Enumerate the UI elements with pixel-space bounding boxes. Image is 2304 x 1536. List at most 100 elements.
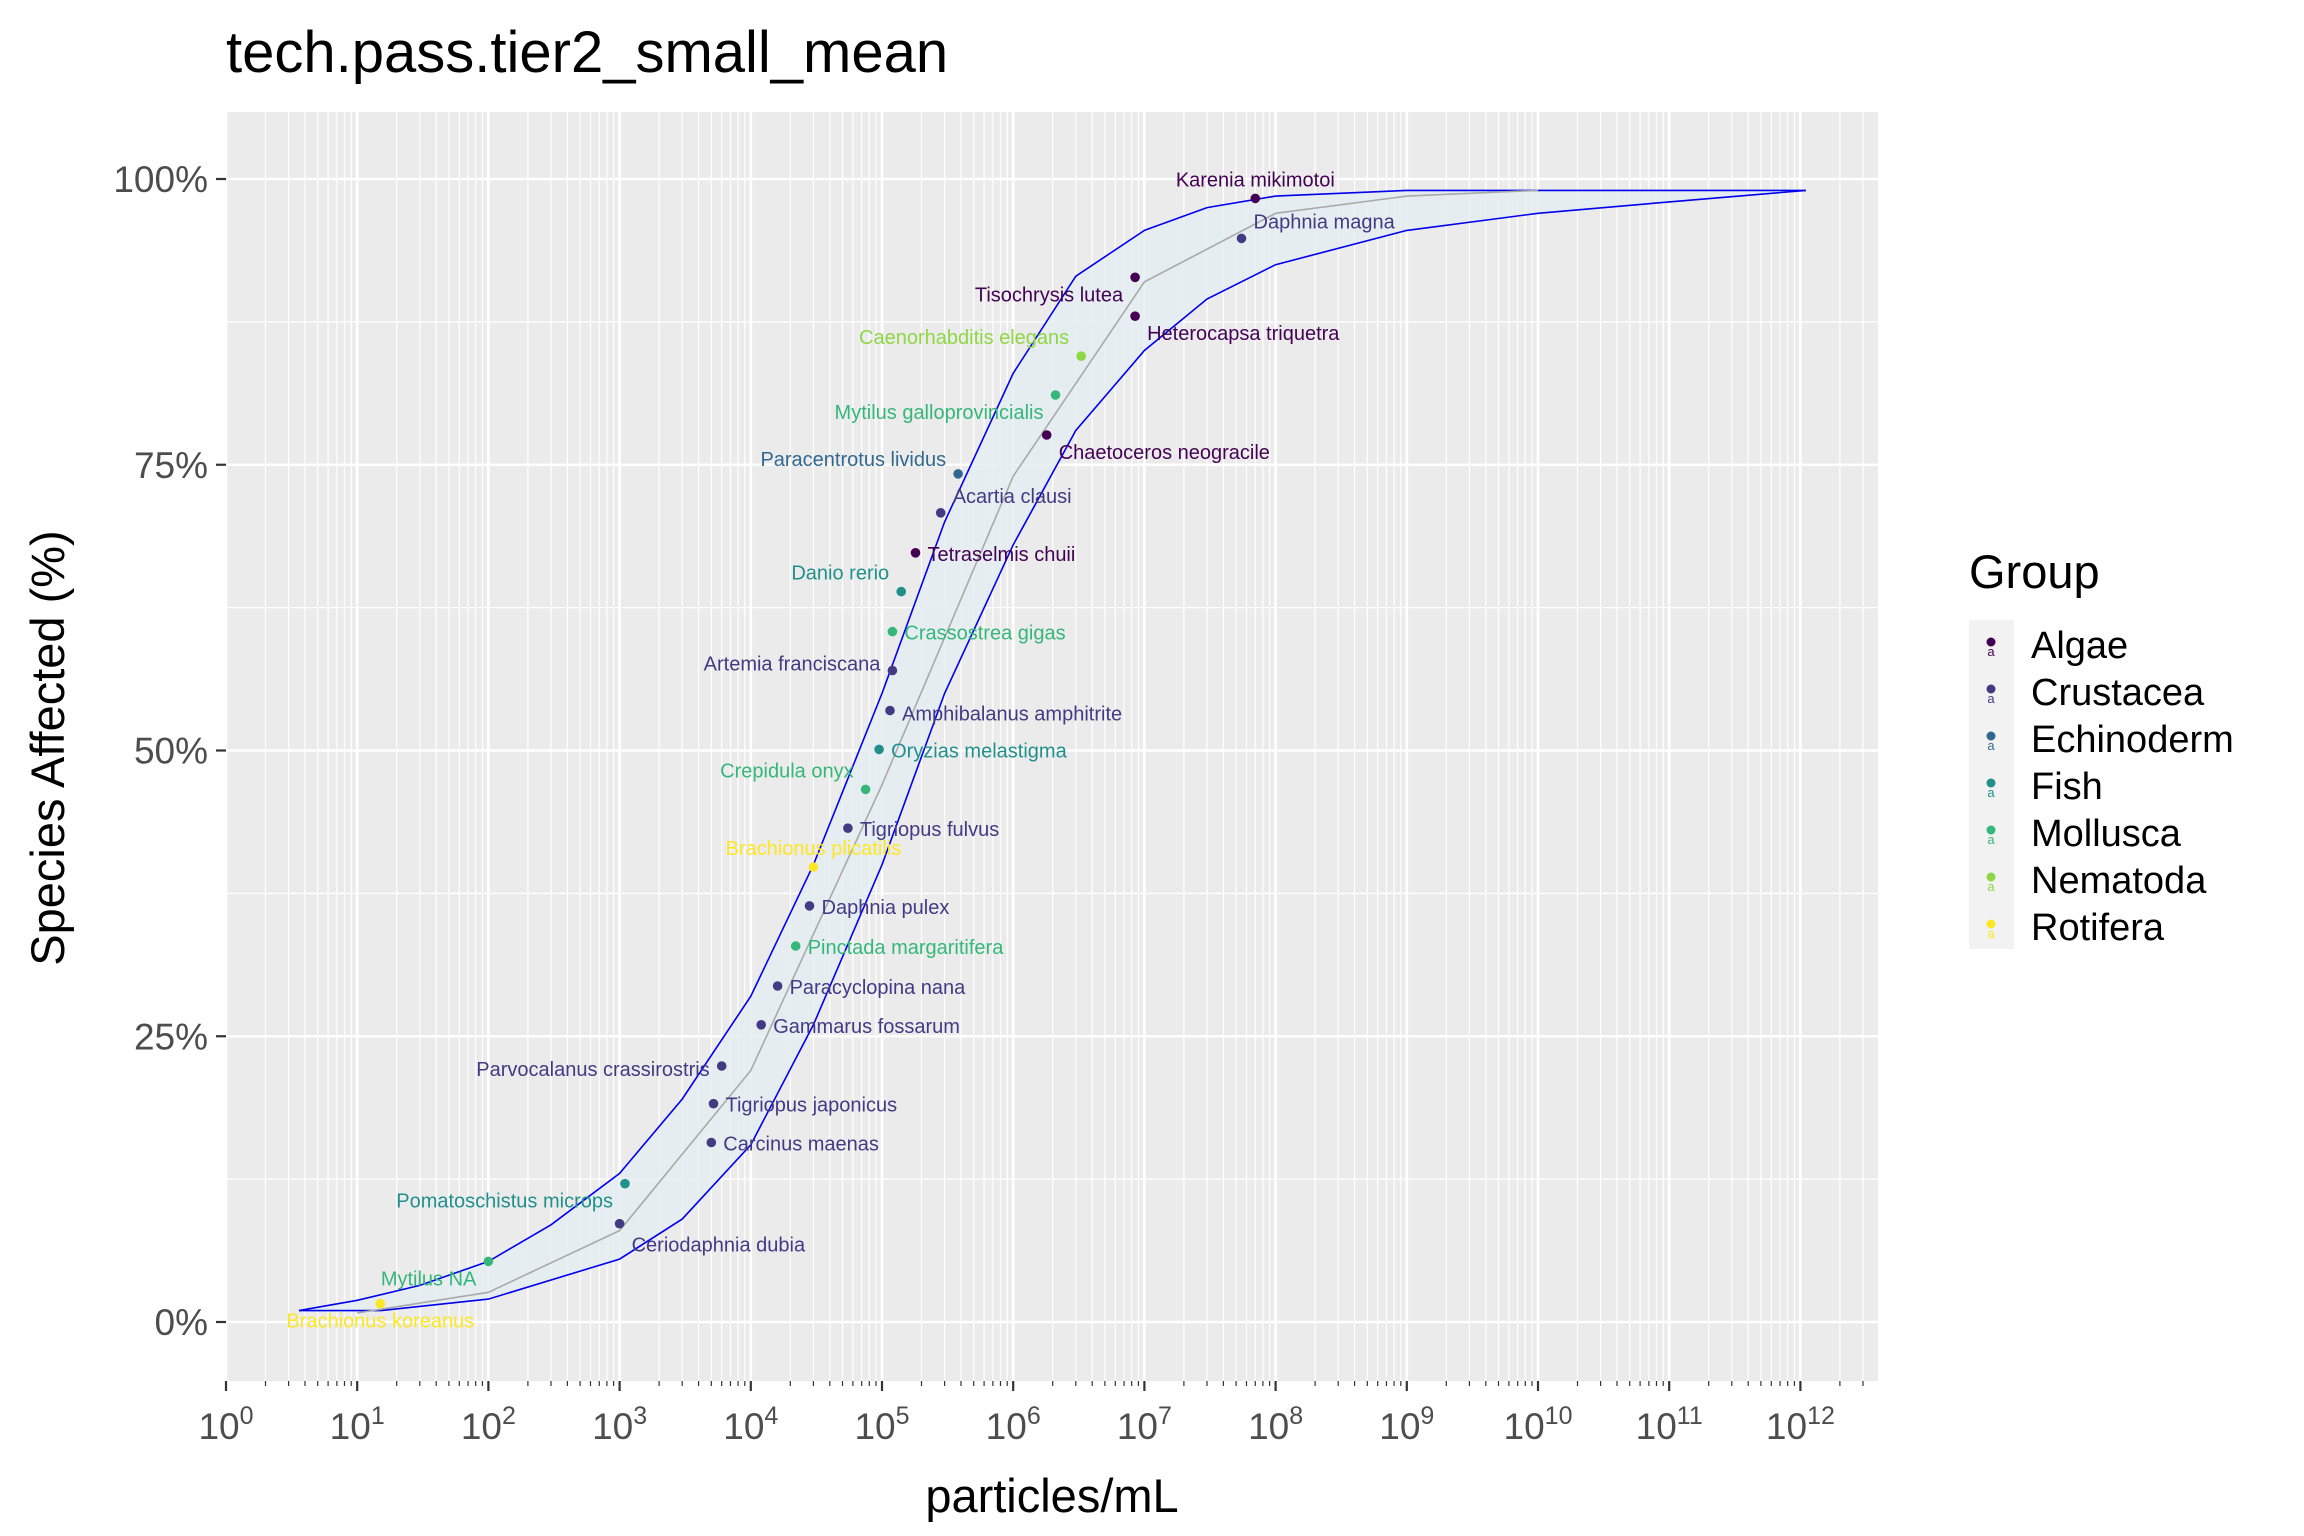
- y-axis: 0% 25% 50% 75% 100%: [113, 159, 226, 1343]
- data-point: [1130, 272, 1140, 283]
- legend-key-point: [1986, 731, 1996, 741]
- y-tick-label: 0%: [155, 1302, 208, 1343]
- data-point: [1236, 233, 1247, 244]
- point-label: Paracentrotus lividus: [760, 449, 946, 471]
- grid-major: [224, 112, 1878, 1381]
- data-point: [804, 901, 815, 911]
- legend-key-point: [1986, 684, 1996, 694]
- point-label: Caenorhabditis elegans: [859, 327, 1069, 349]
- x-tick-label: 107: [1117, 1402, 1172, 1447]
- data-point: [483, 1256, 494, 1267]
- data-point: [887, 626, 898, 637]
- x-tick-label: 1012: [1766, 1402, 1835, 1447]
- point-label: Mytilus NA: [381, 1268, 477, 1290]
- legend-title: Group: [1969, 545, 2100, 598]
- legend-key-point: [1986, 872, 1996, 882]
- legend-key-point: [1986, 825, 1996, 835]
- point-label: Pomatoschistus microps: [396, 1191, 613, 1213]
- data-point: [620, 1178, 630, 1189]
- y-axis-title: Species Affected (%): [21, 530, 74, 965]
- data-point: [887, 665, 898, 676]
- point-label: Heterocapsa triquetra: [1147, 323, 1340, 345]
- legend-key-glyph: a: [1987, 691, 1995, 706]
- data-point: [716, 1061, 727, 1071]
- point-label: Artemia franciscana: [704, 654, 882, 676]
- point-label: Amphibalanus amphitrite: [902, 704, 1122, 726]
- x-tick-label: 105: [854, 1402, 909, 1447]
- confidence-band-upper: [298, 189, 1499, 1312]
- point-label: Acartia clausi: [953, 486, 1072, 508]
- data-point: [708, 1098, 719, 1109]
- point-label: Tetraselmis chuii: [928, 544, 1076, 566]
- legend-key-glyph: a: [1987, 879, 1995, 894]
- data-point: [1041, 430, 1052, 440]
- confidence-band-fill: [298, 190, 1806, 1311]
- point-label: Karenia mikimotoi: [1176, 169, 1335, 191]
- data-point: [953, 469, 963, 479]
- point-label: Crassostrea gigas: [904, 623, 1065, 645]
- data-point: [860, 784, 871, 795]
- point-label: Crepidula onyx: [720, 760, 853, 782]
- point-label: Chaetoceros neogracile: [1059, 442, 1270, 464]
- y-tick-label: 100%: [113, 159, 208, 200]
- legend-key-glyph: a: [1987, 785, 1995, 800]
- point-label: Oryzias melastigma: [891, 740, 1067, 762]
- point-label: Mytilus galloprovincialis: [835, 402, 1044, 424]
- data-point: [375, 1298, 386, 1309]
- x-axis-title: particles/mL: [925, 1469, 1178, 1522]
- point-label: Tigriopus fulvus: [860, 819, 999, 841]
- legend-key-point: [1986, 637, 1996, 647]
- fitted-curve: [357, 189, 1539, 1314]
- data-point: [1050, 390, 1061, 400]
- data-point: [706, 1137, 717, 1148]
- confidence-band: [298, 189, 1806, 1314]
- legend-label: Fish: [2031, 766, 2103, 808]
- y-tick-label: 75%: [134, 445, 208, 486]
- x-tick-label: 109: [1379, 1402, 1434, 1447]
- point-label: Ceriodaphnia dubia: [632, 1235, 806, 1257]
- confidence-band-lower: [380, 189, 1806, 1312]
- legend-label: Nematoda: [2031, 860, 2207, 902]
- data-point: [896, 586, 906, 597]
- point-label: Carcinus maenas: [723, 1134, 879, 1156]
- x-tick-label: 103: [592, 1402, 647, 1447]
- x-tick-label: 106: [986, 1402, 1041, 1447]
- data-point: [790, 941, 801, 951]
- point-label: Gammarus fossarum: [773, 1016, 960, 1038]
- point-label: Daphnia pulex: [822, 897, 950, 919]
- point-label: Parvocalanus crassirostris: [476, 1059, 709, 1081]
- x-tick-label: 102: [461, 1402, 516, 1447]
- data-point: [1250, 193, 1261, 204]
- point-labels: Brachionus koreanus Mytilus NA Ceriodaphni…: [286, 169, 1395, 1332]
- point-label: Tisochrysis lutea: [975, 284, 1124, 306]
- chart-title: tech.pass.tier2_small_mean: [226, 20, 948, 85]
- data-point: [1130, 311, 1140, 322]
- y-tick-label: 25%: [134, 1016, 208, 1057]
- legend-key-glyph: a: [1987, 738, 1995, 753]
- grid-minor: [226, 112, 1878, 1381]
- point-label: Daphnia magna: [1254, 211, 1396, 233]
- x-tick-label: 101: [330, 1402, 385, 1447]
- point-label: Pinctada margaritifera: [808, 937, 1005, 959]
- legend-key-point: [1986, 778, 1996, 788]
- x-tick-label: 1011: [1636, 1402, 1703, 1447]
- legend-key-glyph: a: [1987, 644, 1995, 659]
- x-tick-label: 1010: [1504, 1402, 1573, 1447]
- legend-label: Crustacea: [2031, 672, 2205, 714]
- legend-key-glyph: a: [1987, 926, 1995, 941]
- x-axis: 100 101 102 103 104 105 106 107 108 109 1010 1011 10…: [198, 1381, 1864, 1447]
- legend: Group a Algae a Crustacea a Echinoderm a Fish a M…: [1969, 545, 2234, 949]
- data-point: [874, 744, 884, 755]
- data-point: [772, 981, 783, 991]
- x-tick-label: 100: [198, 1402, 253, 1447]
- data-point: [935, 508, 946, 518]
- x-tick-label: 104: [723, 1402, 778, 1447]
- legend-label: Algae: [2031, 625, 2128, 667]
- point-label: Brachionus plicatilis: [726, 838, 902, 860]
- data-point: [885, 705, 895, 716]
- legend-label: Rotifera: [2031, 907, 2165, 949]
- point-label: Tigriopus japonicus: [726, 1095, 898, 1117]
- data-point: [756, 1020, 766, 1030]
- legend-label: Echinoderm: [2031, 719, 2234, 761]
